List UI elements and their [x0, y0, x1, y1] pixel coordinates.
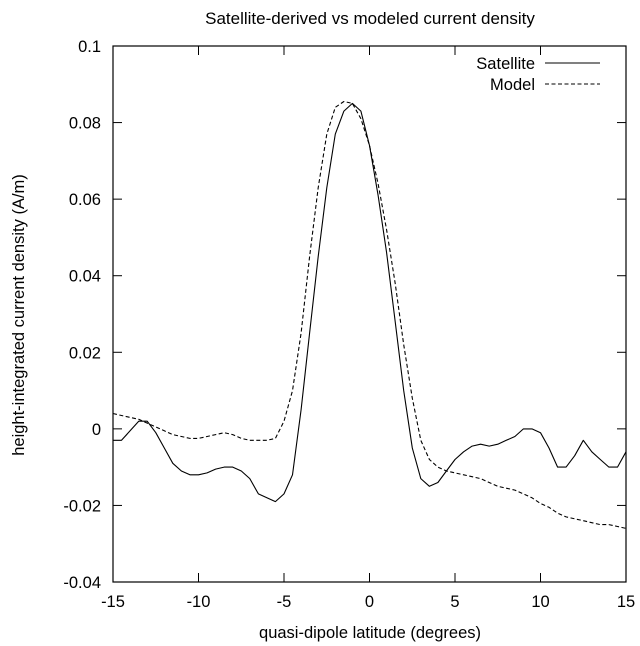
y-tick-label: -0.04 — [63, 574, 101, 592]
x-tick-label: -15 — [101, 593, 125, 611]
y-tick-label: 0.02 — [69, 344, 101, 362]
y-tick-label: 0.06 — [69, 191, 101, 209]
series-line-model — [112, 100, 627, 529]
y-tick-label: 0 — [92, 421, 101, 439]
x-tick-label: 10 — [531, 593, 549, 611]
y-axis-label: height-integrated current density (A/m) — [10, 174, 28, 456]
x-tick-label: -5 — [277, 593, 292, 611]
x-tick-label: 5 — [450, 593, 459, 611]
y-tick-label: 0.1 — [78, 38, 101, 56]
y-tick-label: 0.04 — [69, 268, 101, 286]
chart-title: Satellite-derived vs modeled current den… — [205, 9, 535, 28]
y-tick-label: -0.02 — [63, 497, 101, 515]
plot-area-border — [112, 45, 627, 583]
x-axis: -15 -10 -5 0 5 10 15 — [101, 46, 635, 611]
plot-frame — [112, 45, 627, 583]
legend-label-satellite: Satellite — [476, 55, 535, 73]
series-layer — [112, 100, 627, 529]
series-line-satellite — [113, 102, 627, 503]
y-tick-label: 0.08 — [69, 115, 101, 133]
legend: Satellite Model — [476, 55, 600, 94]
x-tick-label: -10 — [187, 593, 211, 611]
x-tick-label: 15 — [617, 593, 635, 611]
legend-label-model: Model — [490, 76, 535, 94]
x-axis-label: quasi-dipole latitude (degrees) — [259, 624, 481, 642]
y-axis: -0.04 -0.02 0 0.02 0.04 0.06 0.08 0.1 — [63, 38, 626, 592]
x-tick-label: 0 — [365, 593, 374, 611]
